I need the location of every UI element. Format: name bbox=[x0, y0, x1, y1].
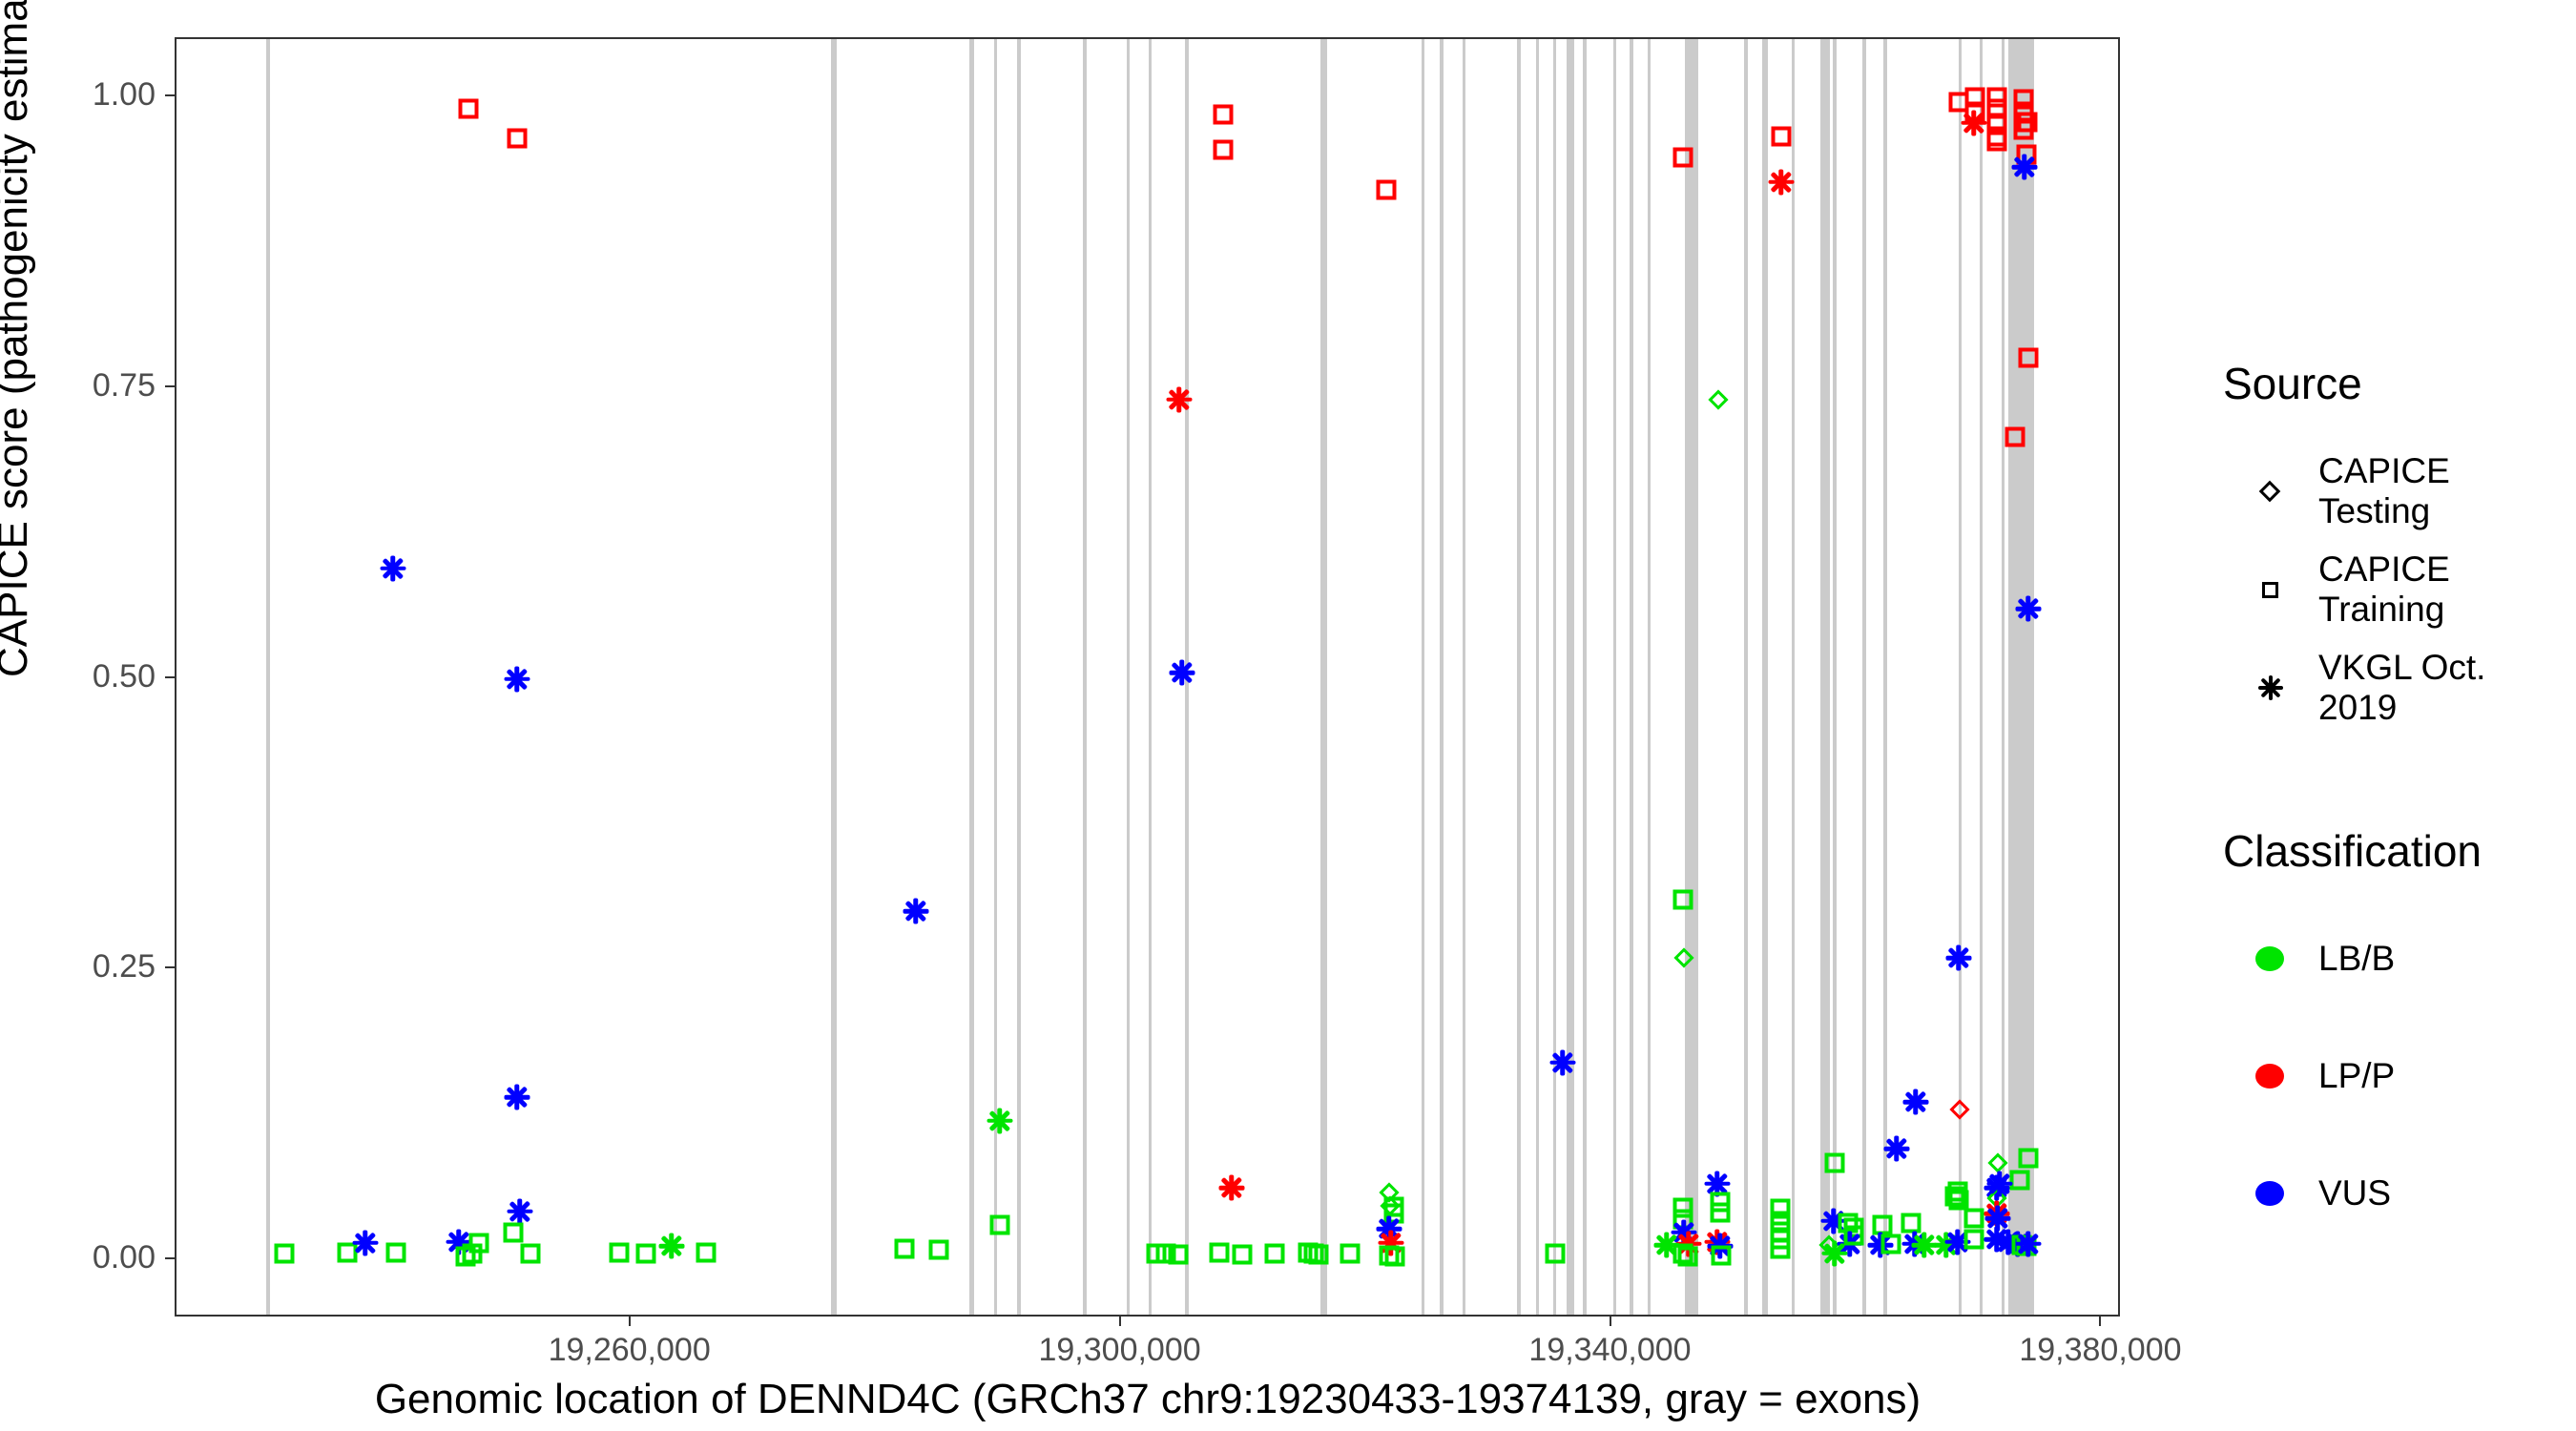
legend-item-lb-b: LB/B bbox=[2252, 930, 2395, 987]
exon-bar bbox=[1979, 39, 1983, 1315]
y-tick-mark bbox=[165, 1257, 175, 1260]
circle-icon bbox=[2252, 940, 2290, 978]
exon-bar bbox=[1958, 39, 1962, 1315]
legend-item-square: CAPICE Training bbox=[2252, 550, 2566, 629]
exon-bar bbox=[1439, 39, 1444, 1315]
circle-icon bbox=[2252, 1174, 2290, 1213]
y-axis-title: CAPICE score (pathogenicity estimate) bbox=[0, 0, 36, 677]
x-axis-title: Genomic location of DENND4C (GRCh37 chr9… bbox=[374, 1376, 1922, 1422]
exon-bar bbox=[1535, 39, 1539, 1315]
x-tick-mark bbox=[1609, 1317, 1611, 1326]
legend-source-title: Source bbox=[2223, 359, 2362, 408]
exon-bar bbox=[1862, 39, 1867, 1315]
exon-bar bbox=[1630, 39, 1634, 1315]
legend-item-label: VKGL Oct. 2019 bbox=[2318, 648, 2486, 727]
x-tick-label: 19,260,000 bbox=[548, 1332, 711, 1368]
exon-bars-layer bbox=[177, 39, 2118, 1315]
exon-bar bbox=[1820, 39, 1831, 1315]
exon-bar bbox=[969, 39, 975, 1315]
y-tick-label: 0.75 bbox=[92, 366, 156, 404]
y-tick-mark bbox=[165, 384, 175, 387]
exon-bar bbox=[1792, 39, 1796, 1315]
exon-bar bbox=[1833, 39, 1838, 1315]
exon-bar bbox=[2001, 39, 2005, 1315]
x-tick-label: 19,300,000 bbox=[1038, 1332, 1201, 1368]
exon-bar bbox=[2008, 39, 2035, 1315]
exon-bar bbox=[1612, 39, 1616, 1315]
legend-item-label: VUS bbox=[2318, 1173, 2392, 1213]
legend-item-asterisk: VKGL Oct. 2019 bbox=[2252, 648, 2566, 727]
y-tick-label: 1.00 bbox=[92, 75, 156, 113]
legend-item-label: CAPICE Testing bbox=[2318, 451, 2450, 530]
exon-bar bbox=[1566, 39, 1574, 1315]
exon-bar bbox=[830, 39, 837, 1315]
legend-item-label: LB/B bbox=[2318, 939, 2396, 978]
exon-bar bbox=[1685, 39, 1699, 1315]
legend-item-label: CAPICE Training bbox=[2318, 550, 2450, 629]
exon-bar bbox=[266, 39, 271, 1315]
legend-item-lp-p: LP/P bbox=[2252, 1047, 2395, 1105]
exon-bar bbox=[993, 39, 997, 1315]
x-tick-label: 19,380,000 bbox=[2019, 1332, 2182, 1368]
exon-bar bbox=[1320, 39, 1328, 1315]
exon-bar bbox=[1647, 39, 1651, 1315]
exon-bar bbox=[1883, 39, 1887, 1315]
exon-bar bbox=[1552, 39, 1556, 1315]
x-tick-mark bbox=[1118, 1317, 1121, 1326]
exon-bar bbox=[1083, 39, 1088, 1315]
exon-bar bbox=[1422, 39, 1425, 1315]
square-icon bbox=[2252, 570, 2290, 609]
exon-bar bbox=[1126, 39, 1130, 1315]
legend-item-diamond: CAPICE Testing bbox=[2252, 451, 2566, 530]
exon-bar bbox=[1462, 39, 1465, 1315]
exon-bar bbox=[1743, 39, 1748, 1315]
plot-panel bbox=[175, 37, 2120, 1317]
exon-bar bbox=[1016, 39, 1021, 1315]
exon-bar bbox=[1516, 39, 1521, 1315]
y-tick-mark bbox=[165, 966, 175, 969]
x-tick-label: 19,340,000 bbox=[1528, 1332, 1692, 1368]
exon-bar bbox=[1583, 39, 1588, 1315]
legend-item-vus: VUS bbox=[2252, 1165, 2391, 1222]
y-tick-label: 0.50 bbox=[92, 657, 156, 695]
exon-bar bbox=[1762, 39, 1769, 1315]
legend-item-label: LP/P bbox=[2318, 1056, 2396, 1095]
exon-bar bbox=[1148, 39, 1152, 1315]
asterisk-icon bbox=[2252, 669, 2290, 707]
x-tick-mark bbox=[2099, 1317, 2102, 1326]
circle-icon bbox=[2252, 1057, 2290, 1095]
legend-classification-title: Classification bbox=[2223, 826, 2482, 876]
x-tick-mark bbox=[628, 1317, 631, 1326]
y-tick-mark bbox=[165, 93, 175, 96]
data-points-layer bbox=[177, 39, 2118, 1315]
y-tick-label: 0.00 bbox=[92, 1239, 156, 1276]
y-tick-mark bbox=[165, 675, 175, 678]
diamond-icon bbox=[2252, 472, 2290, 510]
y-tick-label: 0.25 bbox=[92, 948, 156, 985]
